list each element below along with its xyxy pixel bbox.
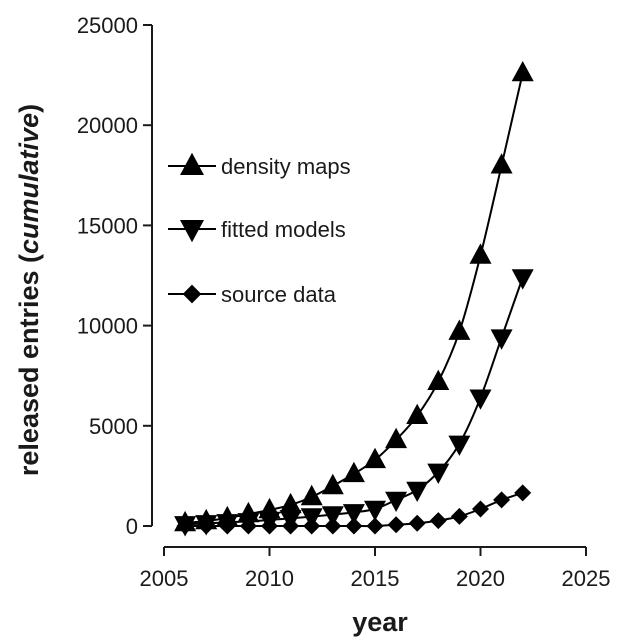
data-point-source-data (345, 517, 363, 535)
x-axis-title: year (352, 607, 408, 637)
data-point-source-data (429, 512, 447, 530)
data-point-source-data (514, 484, 532, 502)
data-point-fitted-models (406, 481, 429, 502)
data-point-fitted-models (321, 506, 344, 527)
series-fitted-models (174, 269, 534, 537)
y-tick-label: 25000 (77, 13, 138, 38)
legend-marker-source-data (182, 284, 202, 304)
data-point-source-data (282, 517, 300, 535)
y-tick-label: 15000 (77, 213, 138, 238)
data-point-density-maps (490, 153, 513, 174)
x-tick-label: 2005 (140, 566, 189, 591)
data-point-density-maps (342, 461, 365, 483)
y-axis-title-main: released entries ( (14, 254, 44, 476)
data-point-density-maps (511, 61, 534, 82)
y-tick-label: 20000 (77, 113, 138, 138)
data-point-density-maps (406, 403, 429, 424)
legend-marker-fitted-models (180, 220, 204, 243)
data-point-density-maps (300, 484, 323, 506)
legend-label-source-data: source data (221, 282, 337, 307)
x-tick-label: 2020 (456, 566, 505, 591)
data-point-source-data (408, 514, 426, 532)
data-point-fitted-models (342, 504, 365, 525)
x-tick-label: 2025 (562, 566, 611, 591)
x-tick-label: 2015 (351, 566, 400, 591)
data-point-source-data (218, 517, 236, 535)
data-point-density-maps (427, 369, 450, 390)
data-point-density-maps (364, 447, 386, 469)
y-tick-label: 5000 (89, 414, 138, 439)
data-point-density-maps (279, 492, 302, 514)
axes: 2005 2010 2015 2020 2025 0 5000 10000 15000 20000… (77, 13, 611, 591)
data-point-density-maps (321, 473, 344, 495)
series-line-fitted-models (185, 277, 524, 526)
data-point-fitted-models (448, 435, 471, 456)
data-point-source-data (493, 491, 511, 509)
data-point-source-data (303, 517, 321, 535)
data-point-fitted-models (511, 269, 534, 290)
data-point-density-maps (385, 427, 408, 449)
data-point-source-data (261, 517, 278, 535)
y-axis-title: released entries (cumulative) (14, 104, 44, 476)
data-point-density-maps (469, 243, 492, 264)
data-point-fitted-models (427, 463, 450, 484)
data-point-fitted-models (364, 500, 386, 522)
data-point-fitted-models (469, 389, 492, 410)
data-point-fitted-models (490, 329, 513, 350)
data-point-fitted-models (385, 491, 408, 512)
data-point-density-maps (448, 319, 471, 340)
data-point-source-data (366, 517, 384, 535)
data-point-source-data (472, 500, 489, 518)
legend-marker-density-maps (180, 152, 204, 175)
data-point-source-data (239, 517, 257, 535)
y-tick-label: 10000 (77, 314, 138, 339)
series-source-data (176, 484, 532, 535)
data-point-source-data (450, 507, 468, 525)
y-tick-label: 0 (126, 514, 138, 539)
x-tick-label: 2010 (245, 566, 294, 591)
data-point-source-data (387, 516, 405, 534)
y-axis-title-end: ) (14, 104, 44, 113)
legend-label-fitted-models: fitted models (221, 217, 346, 242)
legend: density maps fitted models source data (168, 152, 351, 307)
y-axis-title-italic: cumulative (14, 113, 44, 254)
data-point-source-data (197, 517, 215, 535)
series-layer (174, 61, 534, 537)
data-point-source-data (176, 517, 194, 535)
data-point-source-data (324, 517, 342, 535)
legend-label-density-maps: density maps (221, 154, 351, 179)
